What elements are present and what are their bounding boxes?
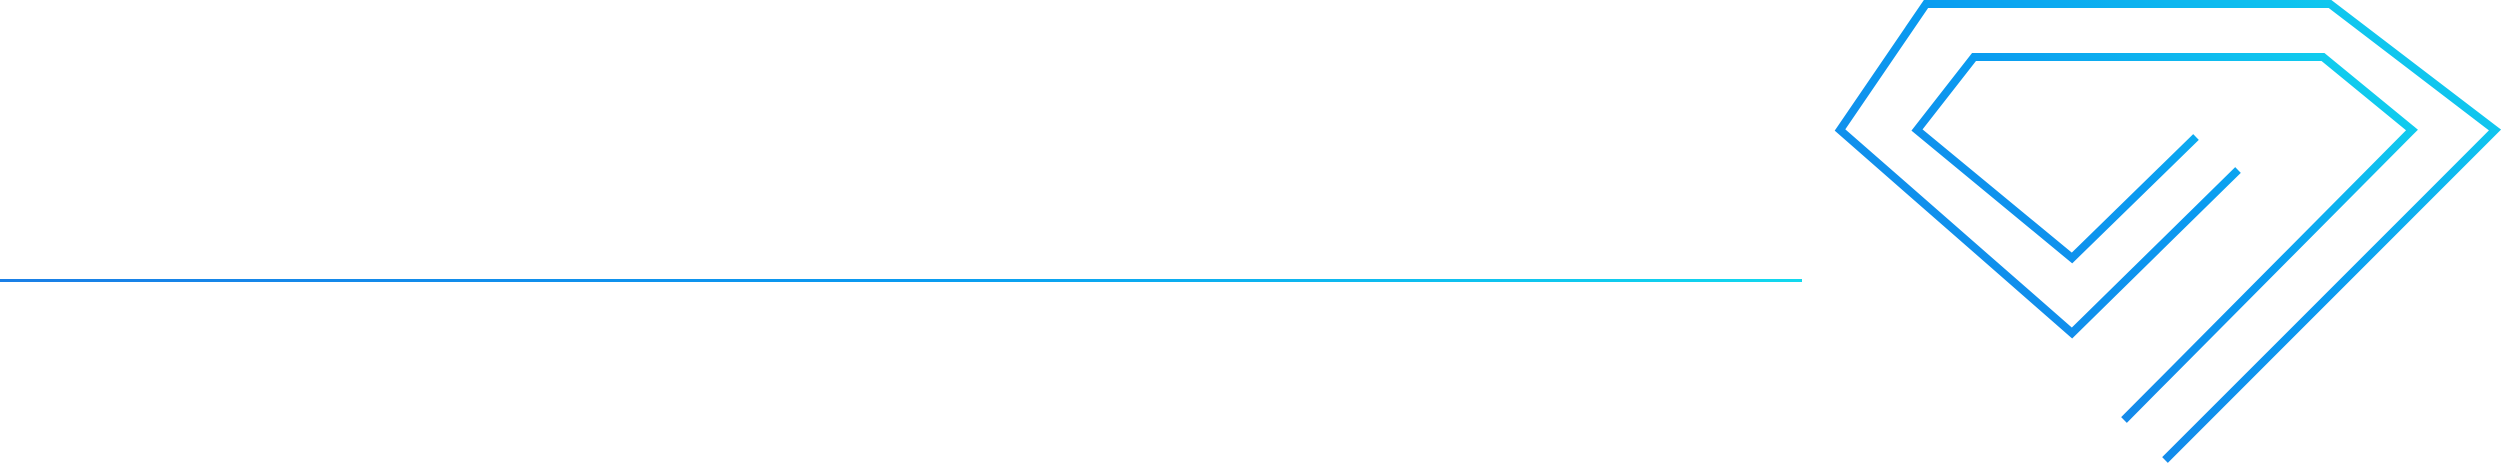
diamond-logo-icon xyxy=(1834,0,2501,463)
diamond-outer-path xyxy=(1834,0,2501,463)
diamond-inner-path xyxy=(1911,53,2418,423)
horizontal-divider-line xyxy=(0,279,1802,282)
